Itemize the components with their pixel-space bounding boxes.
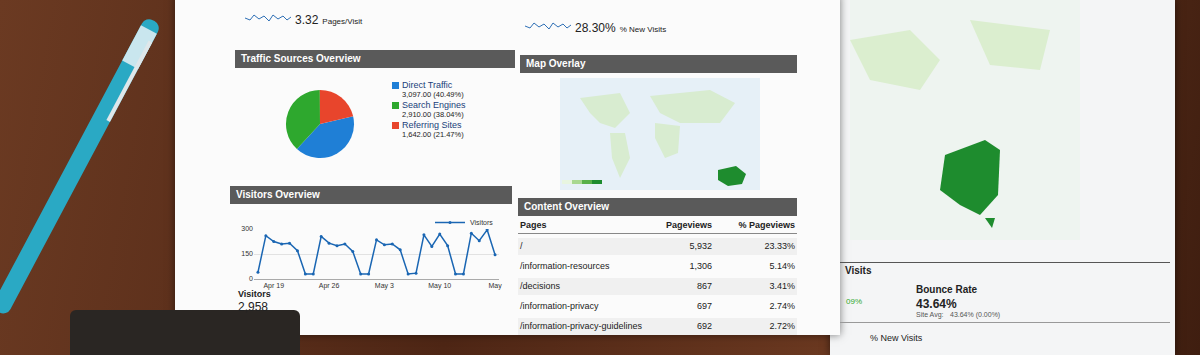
html-text:2,910.00 (38.04%): 2,910.00 (38.04%)	[402, 110, 464, 119]
html-text:3.41%: 3.41%	[769, 281, 795, 291]
svg-text:300: 300	[241, 225, 253, 232]
html-text:% New Visits: % New Visits	[870, 333, 923, 343]
html-text:2.72%: 2.72%	[769, 321, 795, 331]
html-text:28.30% % New Visits: 28.30% % New Visits	[575, 21, 667, 35]
html-text:Map Overlay: Map Overlay	[526, 58, 586, 69]
html-text:3,097.00 (40.49%): 3,097.00 (40.49%)	[402, 90, 464, 99]
svg-text:Apr 26: Apr 26	[319, 282, 340, 290]
html-text:3.32 Pages/Visit: 3.32 Pages/Visit	[295, 13, 363, 27]
html-text:/information-privacy-guideline: /information-privacy-guidelines	[520, 321, 643, 331]
html-text:Site Avg:: Site Avg:	[916, 311, 944, 318]
html-text:Direct Traffic: Direct Traffic	[402, 80, 453, 90]
html-text:5,932: 5,932	[689, 241, 712, 251]
svg-text:Visitors: Visitors	[470, 219, 493, 226]
svg-text:Apr 19: Apr 19	[263, 282, 284, 290]
svg-text:May 10: May 10	[428, 282, 451, 290]
html-text:23.33%: 23.33%	[764, 241, 795, 251]
html-text:Pageviews: Pageviews	[666, 220, 712, 230]
html-text:867: 867	[697, 281, 712, 291]
html-text:Visits: Visits	[845, 265, 872, 276]
html-text:/information-privacy: /information-privacy	[520, 301, 599, 311]
html-text:692: 692	[697, 321, 712, 331]
svg-text:May: May	[488, 282, 502, 290]
html-text:Visitors: Visitors	[238, 289, 271, 299]
html-text:Traffic Sources Overview: Traffic Sources Overview	[241, 53, 361, 64]
html-text:Pages: Pages	[520, 220, 547, 230]
html-text:2,958: 2,958	[238, 300, 268, 314]
html-text:Search Engines: Search Engines	[402, 100, 466, 110]
html-text:Content Overview: Content Overview	[524, 201, 609, 212]
html-text:1,642.00 (21.47%): 1,642.00 (21.47%)	[402, 130, 464, 139]
html-text:697: 697	[697, 301, 712, 311]
html-text:1,306: 1,306	[689, 261, 712, 271]
html-text:43.64% (0.00%): 43.64% (0.00%)	[950, 311, 1001, 318]
html-text:43.64%: 43.64%	[916, 297, 957, 311]
svg-text:May 3: May 3	[375, 282, 394, 290]
html-text:5.14%: 5.14%	[769, 261, 795, 271]
html-text:/decisions: /decisions	[520, 281, 560, 291]
html-text:% Pageviews: % Pageviews	[738, 220, 795, 230]
svg-text:0: 0	[249, 275, 253, 282]
html-text:2.74%: 2.74%	[769, 301, 795, 311]
svg-text:150: 150	[241, 250, 253, 257]
html-text:/information-resources: /information-resources	[520, 261, 610, 271]
html-text:09%: 09%	[846, 297, 862, 306]
html-text:Bounce Rate: Bounce Rate	[916, 284, 978, 295]
html-text:Referring Sites: Referring Sites	[402, 120, 462, 130]
html-text:Visitors Overview: Visitors Overview	[236, 189, 320, 200]
